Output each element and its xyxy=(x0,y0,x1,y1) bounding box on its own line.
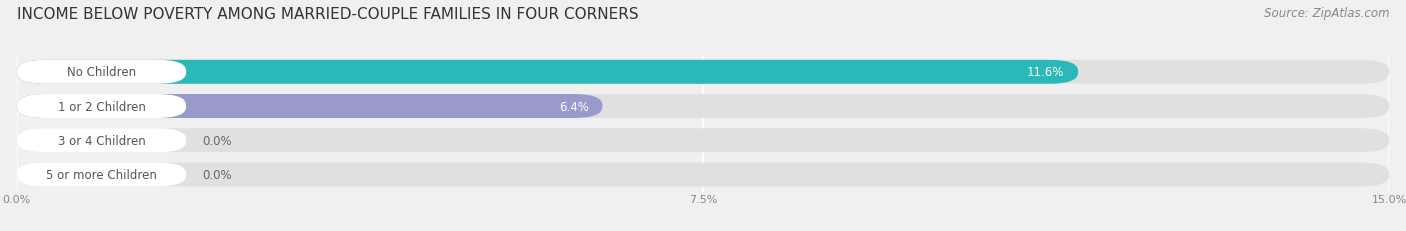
FancyBboxPatch shape xyxy=(17,95,602,119)
FancyBboxPatch shape xyxy=(17,61,1389,84)
FancyBboxPatch shape xyxy=(17,61,186,84)
FancyBboxPatch shape xyxy=(17,95,186,119)
Text: Source: ZipAtlas.com: Source: ZipAtlas.com xyxy=(1264,7,1389,20)
Text: 1 or 2 Children: 1 or 2 Children xyxy=(58,100,145,113)
FancyBboxPatch shape xyxy=(17,129,1389,152)
FancyBboxPatch shape xyxy=(17,95,1389,119)
FancyBboxPatch shape xyxy=(17,61,1078,84)
Text: 0.0%: 0.0% xyxy=(202,134,232,147)
FancyBboxPatch shape xyxy=(17,129,186,152)
Text: No Children: No Children xyxy=(67,66,136,79)
Text: INCOME BELOW POVERTY AMONG MARRIED-COUPLE FAMILIES IN FOUR CORNERS: INCOME BELOW POVERTY AMONG MARRIED-COUPL… xyxy=(17,7,638,22)
Text: 11.6%: 11.6% xyxy=(1026,66,1064,79)
Text: 0.0%: 0.0% xyxy=(202,168,232,181)
Text: 5 or more Children: 5 or more Children xyxy=(46,168,157,181)
Text: 3 or 4 Children: 3 or 4 Children xyxy=(58,134,145,147)
Text: 6.4%: 6.4% xyxy=(558,100,589,113)
FancyBboxPatch shape xyxy=(17,163,1389,187)
FancyBboxPatch shape xyxy=(17,163,186,187)
